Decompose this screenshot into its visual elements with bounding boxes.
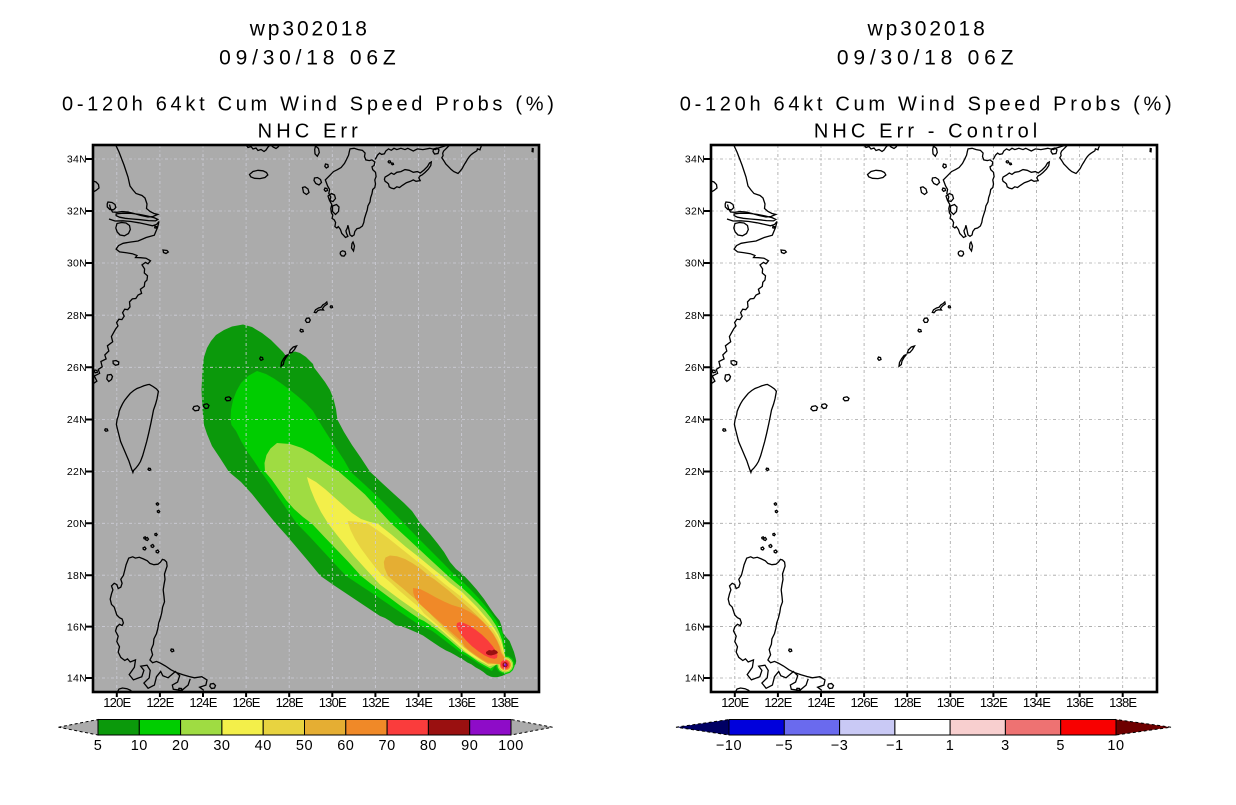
svg-text:10: 10: [1107, 738, 1124, 754]
svg-text:−10: −10: [716, 738, 742, 754]
svg-text:30N: 30N: [685, 258, 705, 270]
svg-text:60: 60: [337, 738, 354, 754]
svg-text:138E: 138E: [491, 695, 519, 710]
svg-text:26N: 26N: [685, 362, 705, 374]
svg-text:0-120h 64kt Cum Wind Speed Pro: 0-120h 64kt Cum Wind Speed Probs (%): [680, 94, 1176, 116]
svg-text:30N: 30N: [67, 258, 87, 270]
svg-text:136E: 136E: [1066, 695, 1094, 710]
svg-text:24N: 24N: [67, 414, 87, 426]
svg-text:−3: −3: [831, 738, 849, 754]
svg-text:50: 50: [296, 738, 313, 754]
svg-text:09/30/18 06Z: 09/30/18 06Z: [219, 47, 400, 70]
svg-text:132E: 132E: [980, 695, 1008, 710]
svg-text:134E: 134E: [1023, 695, 1051, 710]
svg-text:32N: 32N: [685, 206, 705, 218]
svg-text:30: 30: [213, 738, 230, 754]
svg-text:100: 100: [498, 738, 524, 754]
svg-text:10: 10: [131, 738, 148, 754]
svg-text:126E: 126E: [233, 695, 261, 710]
svg-text:136E: 136E: [448, 695, 476, 710]
svg-text:5: 5: [94, 738, 103, 754]
svg-text:1: 1: [946, 738, 955, 754]
svg-text:130E: 130E: [937, 695, 965, 710]
svg-text:126E: 126E: [851, 695, 879, 710]
svg-text:26N: 26N: [67, 362, 87, 374]
svg-text:18N: 18N: [67, 570, 87, 582]
svg-text:138E: 138E: [1109, 695, 1137, 710]
svg-text:wp302018: wp302018: [249, 18, 370, 41]
svg-text:20N: 20N: [685, 518, 705, 530]
svg-text:128E: 128E: [276, 695, 304, 710]
svg-text:124E: 124E: [807, 695, 835, 710]
svg-text:28N: 28N: [67, 310, 87, 322]
svg-text:40: 40: [255, 738, 272, 754]
svg-text:28N: 28N: [685, 310, 705, 322]
svg-text:32N: 32N: [67, 206, 87, 218]
svg-text:34N: 34N: [67, 154, 87, 166]
svg-text:120E: 120E: [103, 695, 131, 710]
svg-text:14N: 14N: [67, 673, 87, 685]
svg-text:wp302018: wp302018: [867, 18, 988, 41]
svg-text:09/30/18 06Z: 09/30/18 06Z: [837, 47, 1018, 70]
svg-text:122E: 122E: [146, 695, 174, 710]
svg-text:122E: 122E: [764, 695, 792, 710]
svg-text:NHC Err - Control: NHC Err - Control: [814, 121, 1042, 143]
svg-text:18N: 18N: [685, 570, 705, 582]
svg-text:14N: 14N: [685, 673, 705, 685]
svg-text:5: 5: [1056, 738, 1065, 754]
svg-text:−5: −5: [776, 738, 794, 754]
svg-text:134E: 134E: [405, 695, 433, 710]
svg-text:80: 80: [420, 738, 437, 754]
svg-text:−1: −1: [886, 738, 904, 754]
svg-text:22N: 22N: [685, 466, 705, 478]
svg-text:16N: 16N: [685, 621, 705, 633]
svg-text:NHC Err: NHC Err: [258, 121, 362, 143]
svg-text:20N: 20N: [67, 518, 87, 530]
svg-text:124E: 124E: [189, 695, 217, 710]
svg-text:16N: 16N: [67, 621, 87, 633]
svg-text:130E: 130E: [319, 695, 347, 710]
svg-text:0-120h 64kt Cum Wind Speed Pro: 0-120h 64kt Cum Wind Speed Probs (%): [62, 94, 558, 116]
svg-text:20: 20: [172, 738, 189, 754]
svg-text:24N: 24N: [685, 414, 705, 426]
svg-text:22N: 22N: [67, 466, 87, 478]
svg-text:120E: 120E: [721, 695, 749, 710]
svg-text:34N: 34N: [685, 154, 705, 166]
svg-text:90: 90: [461, 738, 478, 754]
svg-text:3: 3: [1001, 738, 1010, 754]
svg-text:128E: 128E: [894, 695, 922, 710]
svg-text:132E: 132E: [362, 695, 390, 710]
svg-text:70: 70: [379, 738, 396, 754]
